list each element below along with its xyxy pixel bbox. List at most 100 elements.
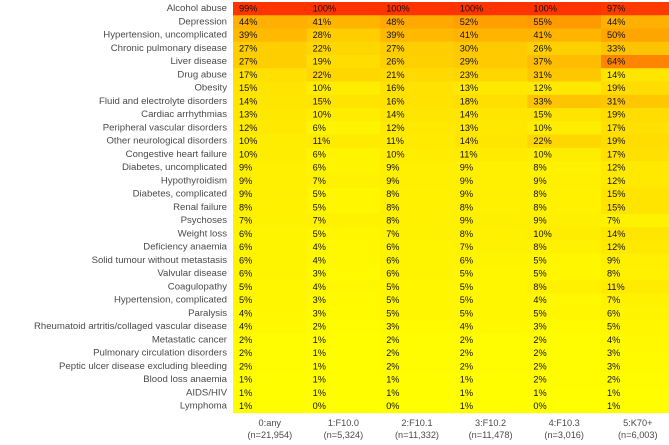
heatmap-cell-r13-c2 bbox=[380, 174, 455, 188]
heatmap-cell-r24-c5 bbox=[601, 320, 669, 334]
cell-label-r26-c2: 2% bbox=[386, 348, 399, 358]
cell-label-r15-c0: 8% bbox=[239, 202, 252, 212]
cell-label-r24-c3: 4% bbox=[460, 322, 473, 332]
heatmap-cell-r28-c3 bbox=[453, 373, 528, 387]
cell-label-r16-c5: 7% bbox=[607, 216, 620, 226]
heatmap-cell-r21-c0 bbox=[233, 280, 307, 294]
row-label-renal-failure: Renal failure bbox=[173, 202, 227, 213]
cell-label-r16-c3: 9% bbox=[460, 216, 473, 226]
column-count-4-f10-3: (n=3,016) bbox=[544, 430, 584, 440]
heatmap-cell-r9-c3 bbox=[453, 121, 528, 135]
heatmap-cell-r6-c0 bbox=[233, 81, 307, 96]
cell-label-r21-c2: 5% bbox=[386, 282, 399, 292]
row-label-coagulopathy: Coagulopathy bbox=[168, 281, 227, 292]
cell-label-r28-c0: 1% bbox=[239, 375, 252, 385]
heatmap-cell-r15-c1 bbox=[306, 200, 381, 215]
heatmap-cell-r5-c0 bbox=[233, 68, 307, 82]
heatmap-cell-r16-c3 bbox=[453, 214, 528, 228]
cell-label-r7-c0: 14% bbox=[239, 96, 257, 106]
cell-label-r9-c1: 6% bbox=[313, 123, 326, 133]
heatmap-cell-r26-c4 bbox=[527, 346, 602, 361]
heatmap-cell-r18-c1 bbox=[306, 240, 381, 255]
cell-label-r25-c2: 2% bbox=[386, 335, 399, 345]
row-label-peptic-ulcer-disease-excluding-bleeding: Peptic ulcer disease excluding bleeding bbox=[59, 361, 227, 372]
cell-label-r18-c1: 4% bbox=[313, 242, 326, 252]
cell-label-r26-c3: 2% bbox=[460, 348, 473, 358]
heatmap-cell-r11-c4 bbox=[527, 147, 602, 162]
cell-label-r14-c3: 9% bbox=[460, 189, 473, 199]
heatmap-cell-r11-c3 bbox=[453, 147, 528, 162]
row-label-hypothyroidism: Hypothyroidism bbox=[161, 175, 227, 186]
cell-label-r5-c1: 22% bbox=[313, 70, 331, 80]
heatmap-cell-r4-c1 bbox=[306, 55, 381, 69]
heatmap-cell-r11-c2 bbox=[380, 147, 455, 162]
row-label-peripheral-vascular-disorders: Peripheral vascular disorders bbox=[103, 122, 227, 133]
heatmap-cell-r10-c2 bbox=[380, 134, 455, 149]
heatmap-cell-r19-c5 bbox=[601, 253, 669, 268]
cell-label-r24-c4: 3% bbox=[533, 322, 546, 332]
row-label-fluid-and-electrolyte-disorders: Fluid and electrolyte disorders bbox=[99, 96, 227, 107]
cell-label-r15-c1: 5% bbox=[313, 202, 326, 212]
cell-label-r9-c5: 17% bbox=[607, 123, 625, 133]
heatmap-cell-r10-c0 bbox=[233, 134, 307, 149]
heatmap-cell-r17-c5 bbox=[601, 227, 669, 241]
cell-label-r17-c4: 10% bbox=[533, 229, 551, 239]
cell-label-r17-c2: 7% bbox=[386, 229, 399, 239]
heatmap-cell-r24-c4 bbox=[527, 320, 602, 334]
cell-label-r13-c1: 7% bbox=[313, 176, 326, 186]
heatmap-cell-r21-c5 bbox=[601, 280, 669, 294]
row-label-drug-abuse: Drug abuse bbox=[177, 69, 227, 80]
cell-label-r18-c3: 7% bbox=[460, 242, 473, 252]
heatmap-cell-r20-c2 bbox=[380, 267, 455, 281]
heatmap-cell-r4-c4 bbox=[527, 55, 602, 69]
cell-label-r11-c4: 10% bbox=[533, 149, 551, 159]
heatmap-cell-r3-c4 bbox=[527, 41, 602, 56]
heatmap-cell-r7-c1 bbox=[306, 94, 381, 109]
heatmap-cell-r2-c5 bbox=[601, 28, 669, 43]
row-label-chronic-pulmonary-disease: Chronic pulmonary disease bbox=[111, 43, 227, 54]
cell-label-r2-c5: 50% bbox=[607, 30, 625, 40]
cell-label-r16-c1: 7% bbox=[313, 216, 326, 226]
cell-label-r10-c0: 10% bbox=[239, 136, 257, 146]
heatmap-cell-r9-c5 bbox=[601, 121, 669, 135]
heatmap-cell-r0-c1 bbox=[306, 2, 381, 16]
cell-label-r15-c5: 15% bbox=[607, 202, 625, 212]
row-label-metastatic-cancer: Metastatic cancer bbox=[152, 334, 228, 345]
heatmap-cell-r27-c4 bbox=[527, 359, 602, 374]
heatmap-cell-r21-c2 bbox=[380, 280, 455, 294]
heatmap-cell-r25-c1 bbox=[306, 333, 381, 347]
column-label-5-k70: 5:K70+ bbox=[623, 418, 652, 428]
heatmap-cell-r24-c0 bbox=[233, 320, 307, 334]
cell-label-r1-c3: 52% bbox=[460, 17, 478, 27]
cell-label-r27-c5: 3% bbox=[607, 361, 620, 371]
cell-label-r9-c2: 12% bbox=[386, 123, 404, 133]
heatmap-cell-r7-c3 bbox=[453, 94, 528, 109]
cell-label-r21-c3: 5% bbox=[460, 282, 473, 292]
cell-label-r6-c5: 19% bbox=[607, 83, 625, 93]
cell-label-r6-c3: 13% bbox=[460, 83, 478, 93]
heatmap-cell-r24-c2 bbox=[380, 320, 455, 334]
column-count-5-k70: (n=6,003) bbox=[618, 430, 658, 440]
heatmap-cell-r6-c3 bbox=[453, 81, 528, 96]
heatmap-cell-r17-c1 bbox=[306, 227, 381, 241]
heatmap-cell-r19-c4 bbox=[527, 253, 602, 268]
cell-label-r25-c1: 1% bbox=[313, 335, 326, 345]
cell-label-r8-c1: 10% bbox=[313, 110, 331, 120]
heatmap-cell-r8-c5 bbox=[601, 108, 669, 122]
cell-label-r11-c2: 10% bbox=[386, 149, 404, 159]
heatmap-cell-r16-c1 bbox=[306, 214, 381, 228]
cell-label-r7-c1: 15% bbox=[313, 96, 331, 106]
heatmap-cell-r0-c2 bbox=[380, 2, 455, 16]
column-count-3-f10-2: (n=11,478) bbox=[469, 430, 513, 440]
cell-label-r9-c3: 13% bbox=[460, 123, 478, 133]
col-labels-layer: 0:any (n=21,954) 1:F10.0 (n=5,324) 2:F10.1 (n… bbox=[247, 418, 657, 440]
cell-label-r23-c2: 5% bbox=[386, 308, 399, 318]
cell-label-r1-c2: 48% bbox=[386, 17, 404, 27]
cell-label-r8-c0: 13% bbox=[239, 110, 257, 120]
cell-label-r14-c0: 9% bbox=[239, 189, 252, 199]
column-label-0-any: 0:any bbox=[259, 418, 282, 428]
cell-label-r19-c3: 6% bbox=[460, 255, 473, 265]
heatmap-cell-r28-c5 bbox=[601, 373, 669, 387]
heatmap-cell-r7-c2 bbox=[380, 94, 455, 109]
cell-label-r23-c3: 5% bbox=[460, 308, 473, 318]
